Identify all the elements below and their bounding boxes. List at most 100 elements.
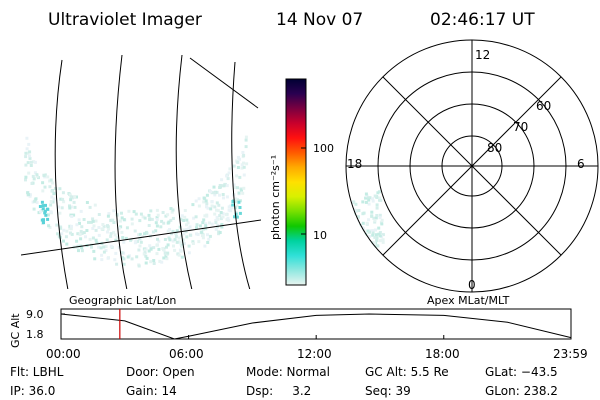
mlt-label-6: 6 — [577, 157, 585, 171]
emission-pixel — [225, 174, 228, 178]
emission-pixel — [95, 241, 99, 245]
emission-pixel — [227, 205, 231, 209]
emission-pixel — [89, 220, 93, 224]
emission-pixel — [138, 236, 142, 240]
emission-pixel — [55, 223, 59, 227]
emission-pixel — [198, 224, 202, 228]
geographic-panel-label: Geographic Lat/Lon — [69, 294, 176, 307]
polar-plot: 12 18 6 0 80 70 60 — [345, 39, 599, 293]
emission-pixel — [106, 214, 110, 218]
emission-pixel — [130, 217, 134, 221]
emission-pixel — [215, 215, 219, 219]
colorbar-tick-10: 10 — [313, 229, 327, 242]
apex-panel-label: Apex MLat/MLT — [427, 294, 510, 307]
emission-pixel — [120, 251, 124, 255]
emission-pixel — [215, 190, 219, 194]
emission-pixel — [210, 204, 214, 208]
emission-pixel — [92, 224, 96, 228]
mlat-label-60: 60 — [536, 99, 551, 113]
emission-pixel — [154, 221, 158, 225]
emission-pixel — [156, 243, 159, 247]
emission-pixel — [197, 204, 201, 208]
emission-pixel — [49, 203, 53, 207]
emission-pixel — [41, 189, 45, 193]
emission-pixel — [143, 216, 147, 220]
emission-pixel — [31, 174, 35, 178]
emission-pixel — [91, 219, 95, 223]
emission-pixel — [62, 228, 66, 232]
emission-pixel — [144, 254, 148, 258]
emission-pixel — [52, 192, 56, 196]
emission-pixel — [156, 237, 159, 241]
emission-pixel — [381, 233, 385, 237]
xtick-label-12-00: 12:00 — [297, 347, 332, 361]
emission-pixel — [162, 221, 166, 225]
emission-pixel — [40, 208, 44, 212]
emission-pixel — [120, 216, 124, 220]
emission-pixel — [76, 232, 80, 236]
emission-pixel — [371, 199, 375, 203]
emission-pixel — [181, 245, 185, 249]
emission-pixel — [237, 191, 241, 195]
emission-pixel — [26, 161, 30, 165]
mlat-label-70: 70 — [513, 120, 528, 134]
emission-pixel — [115, 235, 119, 239]
emission-pixel — [358, 247, 362, 251]
emission-pixel — [28, 150, 32, 154]
emission-pixel — [140, 235, 144, 238]
emission-pixel — [46, 175, 50, 179]
emission-pixel — [85, 201, 89, 204]
xtick-label-18-00: 18:00 — [425, 347, 460, 361]
emission-pixel — [122, 257, 126, 261]
emission-pixel — [372, 241, 376, 245]
emission-pixel — [135, 239, 139, 243]
emission-pixel — [56, 232, 60, 236]
emission-pixel — [51, 181, 55, 185]
emission-pixel — [48, 179, 51, 183]
emission-pixel — [358, 236, 362, 239]
emission-pixel — [227, 208, 231, 212]
emission-pixel — [25, 136, 29, 140]
emission-pixel — [201, 236, 205, 240]
emission-pixel — [104, 244, 108, 248]
emission-pixel — [24, 155, 28, 159]
emission-pixel — [25, 147, 29, 151]
emission-pixel — [49, 210, 53, 214]
emission-pixel — [209, 190, 213, 194]
emission-pixel — [366, 239, 370, 243]
emission-pixel — [210, 222, 214, 226]
emission-pixel — [78, 233, 82, 237]
emission-pixel — [60, 232, 64, 236]
emission-pixel — [112, 209, 116, 213]
emission-pixel — [186, 221, 190, 225]
emission-pixel — [222, 196, 225, 200]
emission-pixel — [215, 201, 219, 205]
emission-pixel — [144, 261, 148, 265]
emission-pixel — [114, 238, 118, 242]
emission-pixel — [167, 236, 171, 240]
emission-pixel — [94, 219, 98, 223]
emission-pixel — [90, 245, 93, 249]
emission-pixel — [148, 218, 152, 222]
emission-pixel — [102, 250, 106, 254]
status-ip: IP: 36.0 — [10, 384, 55, 398]
emission-pixel — [197, 197, 201, 201]
emission-pixel — [235, 204, 239, 208]
emission-pixel — [183, 215, 187, 219]
emission-pixel — [44, 203, 47, 207]
emission-pixel — [185, 227, 189, 231]
emission-pixel — [232, 164, 236, 168]
emission-pixel — [152, 246, 156, 250]
emission-pixel — [204, 227, 208, 231]
emission-pixel — [244, 135, 248, 139]
emission-pixel — [235, 174, 239, 178]
emission-pixel — [364, 192, 368, 196]
emission-pixel — [70, 232, 74, 236]
emission-pixel — [171, 239, 175, 243]
emission-pixel — [121, 236, 125, 240]
emission-pixel — [29, 193, 32, 197]
emission-pixel — [373, 194, 377, 198]
emission-pixel — [371, 229, 375, 233]
emission-pixel — [57, 205, 61, 209]
emission-pixel — [237, 200, 241, 204]
